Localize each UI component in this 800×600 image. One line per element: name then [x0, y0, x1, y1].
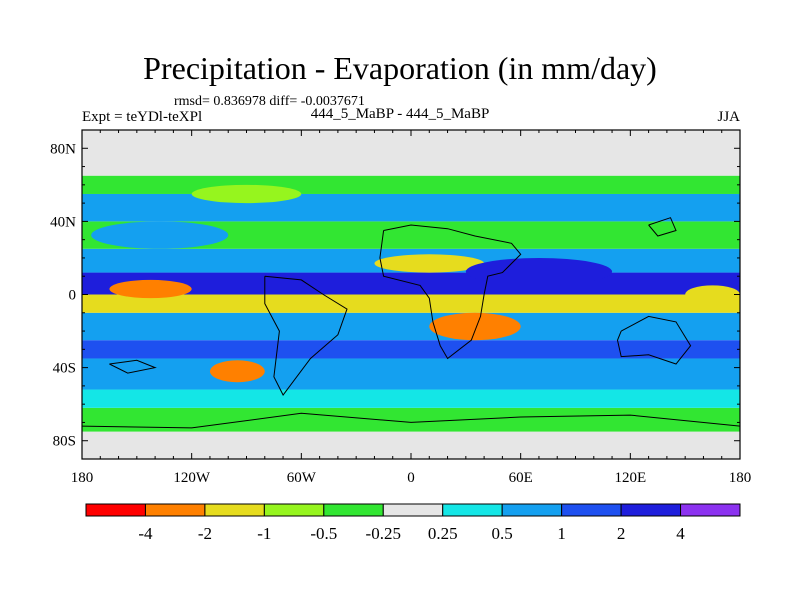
- colorbar-swatch: [144, 503, 206, 517]
- colorbar: -4 -2 -1 -0.5 -0.25 0.25 0.5 1 2 4: [85, 503, 741, 543]
- x-tick-label: 120E: [614, 470, 646, 486]
- y-tick-label: 40N: [50, 214, 76, 230]
- stats-text: rmsd= 0.836978 diff= -0.0037671: [174, 94, 365, 109]
- colorbar-swatch: [382, 503, 444, 517]
- map-field: [82, 130, 740, 459]
- anomaly-region-7: [191, 184, 302, 204]
- zonal-band-1: [82, 407, 740, 432]
- colorbar-swatch: [442, 503, 503, 517]
- coastline-0: [379, 224, 522, 360]
- coastline-5: [648, 217, 677, 237]
- colorbar-swatch: [263, 503, 325, 517]
- case-label: 444_5_MaBP - 444_5_MaBP: [310, 106, 490, 122]
- x-tick-label: 120W: [173, 470, 211, 486]
- colorbar-swatch: [323, 503, 384, 517]
- x-tick-label: 60E: [509, 470, 533, 486]
- season-label: JJA: [717, 109, 740, 125]
- colorbar-label: -2: [198, 524, 212, 543]
- zonal-band-4: [82, 340, 740, 359]
- anomaly-region-3: [374, 254, 485, 273]
- colorbar-swatch: [501, 503, 563, 517]
- colorbar-label: 0.5: [492, 524, 513, 543]
- colorbar-label: -0.25: [366, 524, 401, 543]
- y-tick-label: 0: [69, 288, 77, 304]
- y-tick-label: 40S: [53, 361, 76, 377]
- colorbar-swatch: [561, 503, 622, 517]
- axis-ticks: 180 120W 60W 0 60E 120E 180 80N 40N 0 40S 80S: [50, 129, 752, 486]
- y-tick-label: 80N: [50, 141, 76, 157]
- zonal-band-3: [82, 358, 740, 390]
- coastline-1: [264, 275, 348, 396]
- x-tick-label: 180: [71, 470, 94, 486]
- colorbar-label: -0.5: [310, 524, 337, 543]
- anomaly-region-5: [91, 221, 229, 249]
- anomaly-region-1: [209, 360, 265, 383]
- zonal-band-6: [82, 294, 740, 313]
- zonal-band-11: [82, 175, 740, 194]
- colorbar-swatch: [620, 503, 682, 517]
- anomaly-region-2: [429, 312, 521, 341]
- colorbar-label: 1: [557, 524, 566, 543]
- x-tick-label: 180: [729, 470, 752, 486]
- zonal-band-5: [82, 312, 740, 341]
- coastline-3: [82, 412, 740, 429]
- colorbar-swatch: [85, 503, 146, 517]
- chart-title: Precipitation - Evaporation (in mm/day): [143, 50, 657, 86]
- colorbar-label: 0.25: [428, 524, 458, 543]
- x-tick-label: 60W: [287, 470, 317, 486]
- zonal-band-10: [82, 193, 740, 222]
- colorbar-label: -1: [257, 524, 271, 543]
- zonal-band-12: [82, 130, 740, 176]
- coastline-4: [109, 359, 157, 374]
- zonal-band-2: [82, 389, 740, 408]
- colorbar-label: 4: [676, 524, 685, 543]
- anomaly-region-0: [109, 279, 192, 299]
- experiment-label: Expt = teYDl-teXPl: [82, 109, 203, 125]
- colorbar-label: 2: [617, 524, 626, 543]
- anomaly-region-6: [685, 285, 740, 304]
- x-tick-label: 0: [407, 470, 415, 486]
- y-tick-label: 80S: [53, 434, 76, 450]
- coastline-2: [616, 315, 692, 365]
- colorbar-label: -4: [138, 524, 153, 543]
- land-outlines: [82, 217, 740, 429]
- colorbar-swatch: [204, 503, 265, 517]
- anomaly-region-4: [465, 257, 613, 286]
- colorbar-swatch: [680, 503, 741, 517]
